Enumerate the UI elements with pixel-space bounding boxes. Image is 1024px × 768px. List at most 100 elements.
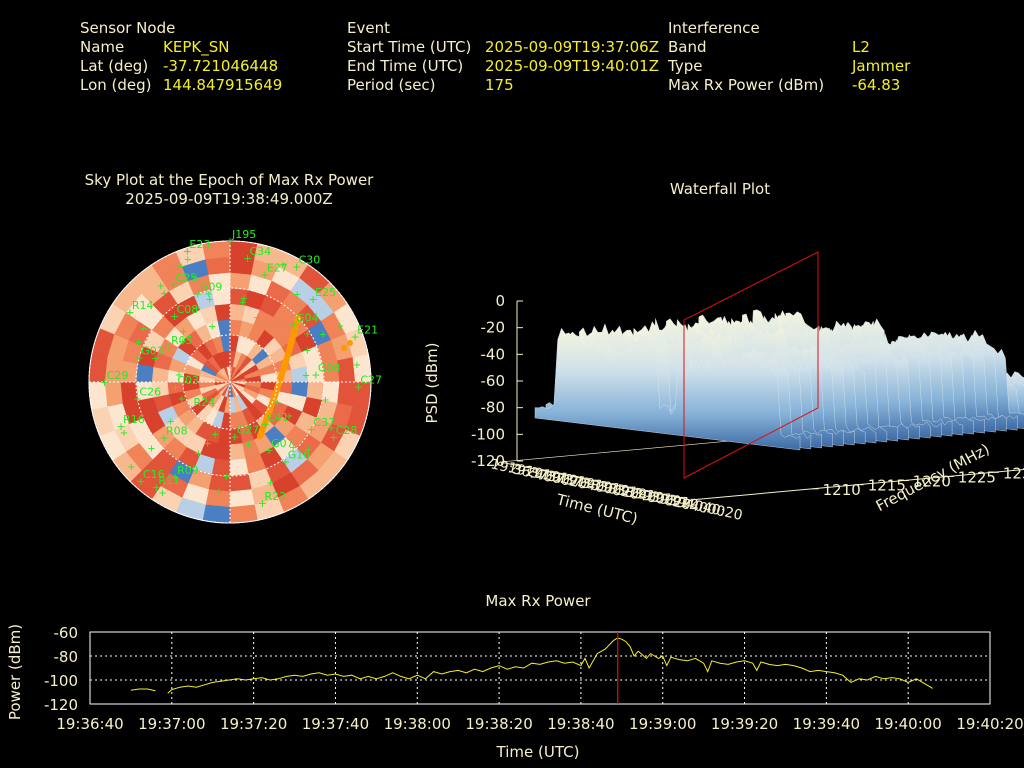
skyplot-subtitle: 2025-09-09T19:38:49.000Z — [125, 190, 333, 208]
skyplot-satellite-marker: + — [244, 439, 252, 450]
event-end-value: 2025-09-09T19:40:01Z — [485, 57, 659, 75]
skyplot-track-point — [347, 340, 353, 346]
skyplot-satellite: +C37 — [307, 416, 335, 436]
skyplot-satellite: +R09 — [171, 464, 199, 484]
skyplot-satellite-marker: + — [354, 380, 363, 393]
power-y-axis-label: Power (dBm) — [6, 624, 24, 720]
skyplot-satellite: +C28 — [329, 424, 357, 444]
skyplot-satellite-marker: + — [158, 488, 166, 499]
skyplot-satellite-marker: + — [151, 353, 159, 364]
waterfall-freq-tick-label: 1215 — [868, 477, 906, 495]
waterfall-z-tick-label: -120 — [471, 452, 505, 470]
skyplot-satellite-marker: + — [329, 431, 338, 444]
sensor-heading: Sensor Node — [80, 19, 176, 37]
power-x-tick-label: 19:37:40 — [302, 715, 369, 733]
skyplot-satellite-marker: + — [178, 394, 186, 405]
skyplot-satellite-marker: + — [183, 245, 192, 258]
power-series-segment — [167, 637, 933, 694]
skyplot-satellite-label: E25 — [315, 286, 336, 299]
skyplot-satellite-marker: + — [289, 318, 298, 331]
skyplot-satellite-marker: + — [100, 376, 109, 389]
interference-power-value: -64.83 — [852, 76, 901, 94]
skyplot-satellite-label: C30 — [299, 254, 321, 267]
sensor-lat-label: Lat (deg) — [80, 57, 149, 75]
skyplot-satellite-marker: + — [238, 297, 246, 308]
skyplot-satellite-marker: + — [178, 337, 186, 348]
skyplot-satellite-marker: + — [193, 303, 201, 314]
skyplot-satellite-label: C25 — [176, 271, 198, 284]
skyplot-satellite-marker: + — [206, 295, 214, 306]
waterfall-epoch-plane-outline — [683, 251, 819, 479]
skyplot-satellite-label: E27 — [267, 262, 288, 275]
skyplot-satellite-label: R14 — [132, 299, 154, 312]
skyplot-title: Sky Plot at the Epoch of Max Rx Power — [84, 171, 374, 189]
power-series-line — [130, 637, 933, 694]
waterfall-time-tick — [651, 492, 656, 498]
skyplot-satellite-label: R08 — [166, 424, 188, 437]
skyplot-satellite-marker: + — [292, 261, 301, 274]
skyplot-track-point — [256, 432, 264, 440]
skyplot-satellite: +G08 — [311, 361, 340, 381]
waterfall-time-tick — [633, 489, 639, 494]
skyplot-satellite-label: R11 — [158, 474, 180, 487]
skyplot-satellite: +C27 — [354, 373, 382, 393]
power-x-tick-label: 19:38:00 — [384, 715, 451, 733]
power-x-tick-label: 19:37:20 — [220, 715, 287, 733]
skyplot-satellite: +R08 — [159, 424, 187, 444]
skyplot-satellite-marker: + — [304, 445, 312, 456]
skyplot-elevation-ring — [135, 287, 325, 477]
skyplot-satellite-marker: + — [171, 381, 180, 394]
waterfall-time-tick — [495, 461, 501, 467]
skyplot-satellite-marker: + — [205, 289, 213, 300]
skyplot-satellite-marker: + — [225, 235, 234, 248]
skyplot-satellite-label: G07 — [271, 437, 294, 450]
skyplot-satellite-marker: + — [120, 428, 128, 439]
skyplot-satellite-label: C27 — [360, 373, 382, 386]
waterfall-time-tick — [547, 472, 553, 477]
power-y-tick-label: -80 — [54, 648, 79, 666]
waterfall-time-tick — [668, 496, 674, 501]
skyplot-satellite: +R22 — [258, 490, 286, 510]
interference-band-label: Band — [668, 38, 707, 56]
skyplot-satellite-marker: + — [308, 293, 317, 306]
skyplot-satellite-label: C28 — [336, 424, 358, 437]
waterfall-time-tick — [512, 465, 518, 470]
power-x-tick-label: 19:39:40 — [793, 715, 860, 733]
skyplot-satellite-label: R09 — [177, 464, 199, 477]
waterfall-z-tick-label: -40 — [481, 345, 506, 363]
skyplot-track-point — [341, 345, 347, 351]
skyplot-satellite-label: G16 — [288, 449, 311, 462]
waterfall-time-tick — [530, 468, 535, 474]
skyplot-satellite-marker: + — [285, 411, 293, 422]
waterfall-time-tick — [564, 475, 570, 481]
skyplot-satellite-marker: + — [194, 449, 202, 460]
skyplot-satellite: +E25 — [308, 286, 336, 306]
skyplot-satellite-marker: + — [222, 472, 230, 483]
skyplot-satellite: +E21 — [351, 323, 379, 343]
skyplot-satellite-marker: + — [302, 371, 310, 382]
skyplot-satellite: +G03 — [135, 345, 164, 365]
power-x-tick-label: 19:39:00 — [629, 715, 696, 733]
skyplot-satellite-label: G08 — [318, 361, 341, 374]
skyplot-satellite-marker: + — [327, 423, 335, 434]
waterfall-freq-axis — [689, 468, 1024, 501]
waterfall-title: Waterfall Plot — [669, 180, 771, 198]
skyplot-satellite-label: J195 — [231, 228, 256, 241]
skyplot-satellite-label: E23 — [189, 238, 210, 251]
skyplot-satellite-marker: + — [253, 312, 261, 323]
power-title: Max Rx Power — [485, 592, 591, 610]
waterfall-freq-tick-label: 1225 — [958, 468, 996, 486]
skyplot-satellite: +C26 — [133, 385, 161, 405]
skyplot-satellite-label: R05 — [171, 334, 193, 347]
skyplot-cell — [202, 241, 231, 260]
skyplot-satellite-marker: + — [184, 255, 192, 266]
skyplot-satellite-marker: + — [166, 417, 174, 428]
skyplot-satellite-marker: + — [159, 431, 168, 444]
power-series-segment — [130, 688, 156, 692]
sensor-lon-label: Lon (deg) — [80, 76, 152, 94]
skyplot-satellite-marker: + — [260, 269, 269, 282]
skyplot-satellite-marker: + — [152, 481, 161, 494]
